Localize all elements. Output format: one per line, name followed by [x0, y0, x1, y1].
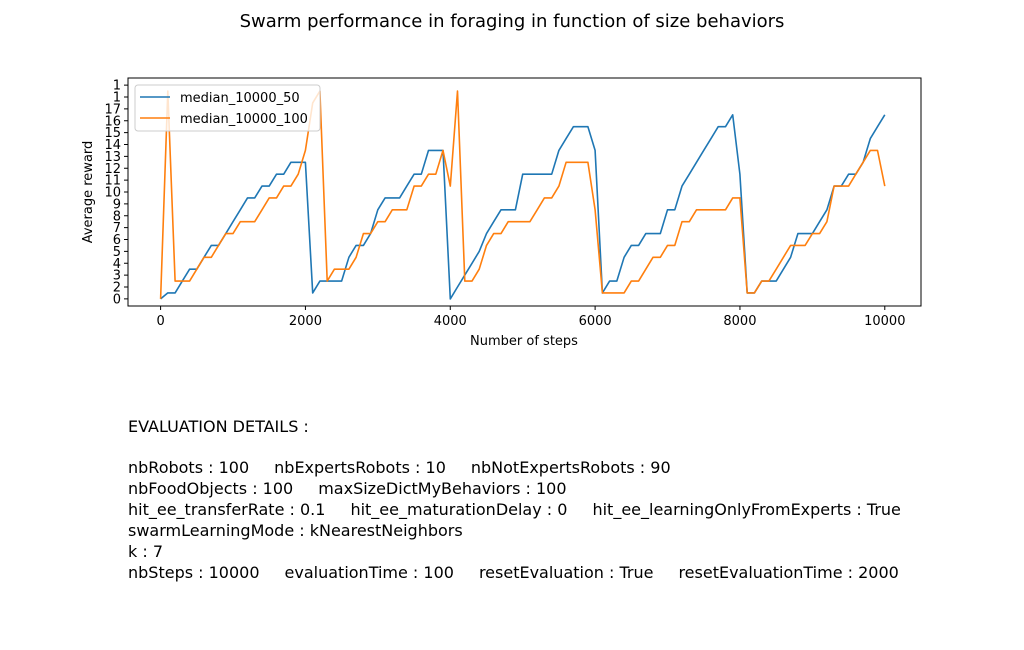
legend-label: median_10000_100	[180, 112, 308, 127]
details-item: hit_ee_learningOnlyFromExperts : True	[592, 500, 901, 519]
legend-box	[134, 84, 321, 132]
y-tick-label: 14	[104, 138, 121, 153]
details-line: nbRobots : 100 nbExpertsRobots : 10 nbNotE…	[128, 457, 1008, 478]
details-item: nbNotExpertsRobots : 90	[470, 458, 671, 477]
legend: median_10000_50 median_10000_100	[134, 84, 321, 132]
y-tick-label: 7	[113, 221, 121, 236]
y-tick-label: 6	[113, 233, 121, 248]
y-tick-label: 1	[113, 79, 121, 94]
y-tick-label: 15	[104, 126, 121, 141]
details-item: evaluationTime : 100	[284, 563, 454, 582]
chart-title: Swarm performance in foraging in functio…	[240, 11, 785, 32]
details-lines: nbRobots : 100 nbExpertsRobots : 10 nbNotE…	[128, 457, 1008, 583]
series-line-2	[159, 90, 886, 299]
x-tick-label: 2000	[289, 314, 322, 329]
y-tick-label: 2	[113, 281, 121, 296]
y-tick-label: 1	[113, 91, 121, 106]
details-item: nbFoodObjects : 100	[128, 479, 294, 498]
details-item: resetEvaluation : True	[478, 563, 654, 582]
details-item: nbExpertsRobots : 10	[274, 458, 446, 477]
y-tick-label: 13	[104, 150, 121, 165]
x-tick-label: 10000	[864, 314, 905, 329]
y-tick-label: 17	[104, 102, 121, 117]
y-tick-label: 10	[104, 186, 121, 201]
x-tick-label: 4000	[434, 314, 467, 329]
series-layer	[159, 90, 886, 300]
line-chart: Swarm performance in foraging in functio…	[81, 11, 922, 349]
y-tick-label: 12	[104, 162, 121, 177]
details-line: swarmLearningMode : kNearestNeighbors	[128, 520, 1008, 541]
details-item: k : 7	[128, 542, 164, 561]
y-tick-label: 16	[104, 114, 121, 129]
y-tick-label: 0	[113, 292, 121, 307]
details-item: resetEvaluationTime : 2000	[678, 563, 899, 582]
y-tick-label: 9	[113, 197, 121, 212]
x-tick-label: 8000	[723, 314, 756, 329]
y-axis-label: Average reward	[81, 141, 96, 244]
details-item: swarmLearningMode : kNearestNeighbors	[128, 521, 463, 540]
details-line: nbFoodObjects : 100 maxSizeDictMyBehavior…	[128, 478, 1008, 499]
y-tick-label: 4	[113, 257, 121, 272]
details-item: nbSteps : 10000	[128, 563, 260, 582]
details-line: k : 7	[128, 541, 1008, 562]
legend-label: median_10000_50	[180, 91, 300, 106]
details-item: hit_ee_transferRate : 0.1	[128, 500, 326, 519]
evaluation-details: EVALUATION DETAILS : nbRobots : 100 nbExp…	[128, 416, 1008, 583]
x-axis-label: Number of steps	[470, 334, 578, 349]
details-item: maxSizeDictMyBehaviors : 100	[318, 479, 567, 498]
details-line: hit_ee_transferRate : 0.1 hit_ee_maturati…	[128, 499, 1008, 520]
x-tick-label: 6000	[579, 314, 612, 329]
y-tick-label: 11	[104, 174, 121, 189]
x-axis-ticks: 0 2000 4000 6000 8000 10000	[156, 306, 905, 329]
details-item: hit_ee_maturationDelay : 0	[350, 500, 568, 519]
plot-frame	[127, 77, 922, 307]
details-line: nbSteps : 10000 evaluationTime : 100 reset…	[128, 562, 1008, 583]
x-tick-label: 0	[156, 314, 164, 329]
details-heading: EVALUATION DETAILS :	[128, 417, 309, 436]
details-item: nbRobots : 100	[128, 458, 250, 477]
y-tick-label: 3	[113, 269, 121, 284]
y-tick-label: 8	[113, 209, 121, 224]
y-tick-label: 5	[113, 245, 121, 260]
